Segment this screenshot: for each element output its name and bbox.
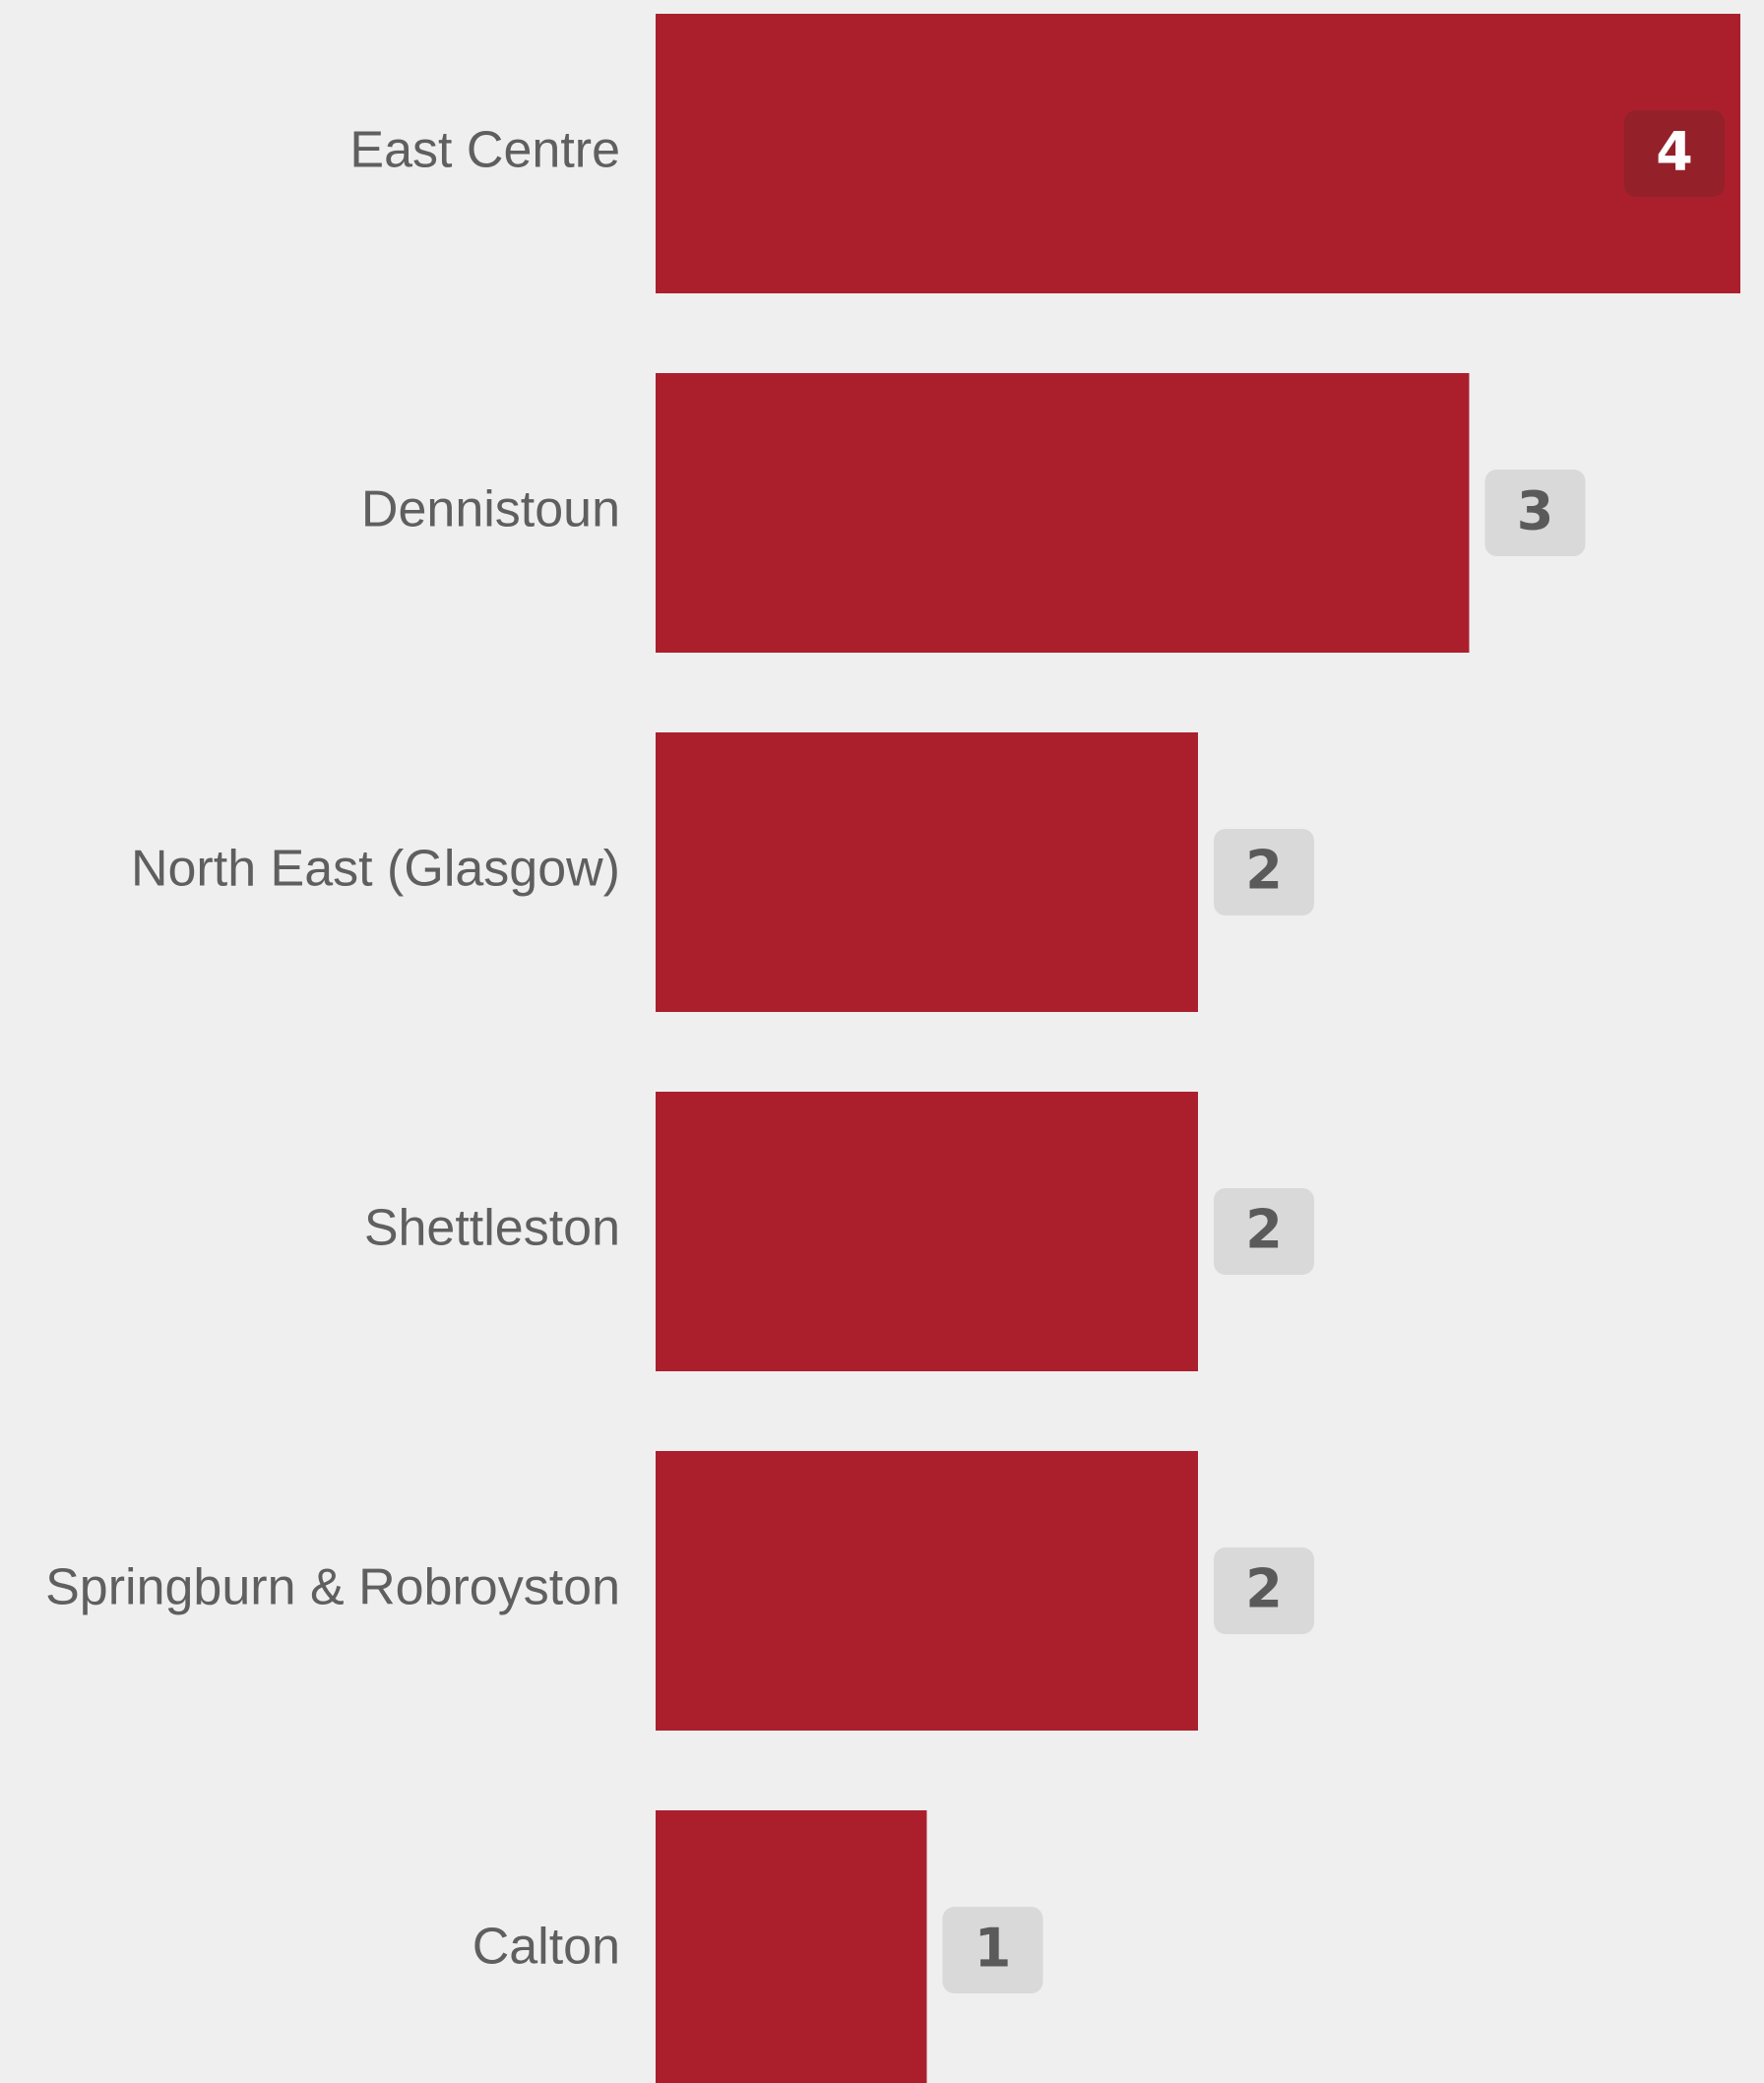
value-label: 1 (975, 1918, 1012, 1980)
value-label: 4 (1656, 121, 1693, 183)
category-label: Springburn & Robroyston (45, 1559, 620, 1616)
value-label: 2 (1245, 840, 1283, 902)
value-badge (1214, 1188, 1314, 1275)
value-labels: 4 3 2 2 2 1 (942, 110, 1725, 1993)
bar (656, 732, 1198, 1012)
value-label: 2 (1245, 1199, 1283, 1261)
category-label: North East (Glasgow) (131, 841, 620, 898)
category-label: Shettleston (364, 1200, 620, 1257)
value-badge (1624, 110, 1725, 197)
bars (656, 14, 1740, 2083)
category-label: Dennistoun (361, 481, 620, 538)
bar (656, 1092, 1198, 1371)
bar (656, 14, 1740, 293)
value-badge (1214, 1547, 1314, 1634)
value-badge (1484, 470, 1586, 556)
value-badge (942, 1907, 1043, 1993)
bar (656, 1451, 1198, 1731)
bar (656, 373, 1470, 653)
value-badge (1214, 829, 1314, 915)
value-label: 3 (1517, 480, 1554, 542)
category-label: East Centre (349, 122, 620, 179)
category-label: Calton (472, 1919, 620, 1976)
bar (656, 1810, 927, 2083)
category-labels: East Centre Dennistoun North East (Glasgow… (45, 122, 620, 1976)
value-label: 2 (1245, 1558, 1283, 1620)
